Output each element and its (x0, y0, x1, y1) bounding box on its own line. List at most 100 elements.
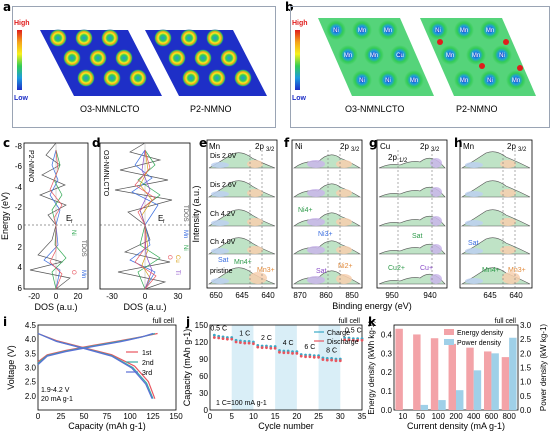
low-label-b: Low (292, 95, 306, 102)
xps-e-state-1: Dis 2.6V (210, 182, 237, 189)
dos-c-o (49, 149, 63, 290)
xps-f-peak-ni3: Ni3+ (318, 231, 333, 238)
chart-k-ytick-left: 0.1 (381, 387, 393, 396)
chart-k-ytick-right: 1.5 (520, 364, 532, 373)
dos-d-legend-tdos: TDOS (182, 205, 188, 222)
dos-c-legend-tdos: TDOS (80, 240, 86, 257)
chart-i-xtick: 150 (169, 412, 183, 421)
chart-j-point-1-3 (225, 337, 229, 341)
xps-h-peak-sat: Sat (468, 240, 479, 247)
xps-e-frame (206, 139, 278, 289)
dos-d-legend-ni: Ni (182, 245, 188, 251)
chart-j-tag: full cell (339, 318, 361, 325)
chart-k-xtick-2: 100 (432, 412, 446, 421)
xps-e-peak-mn3: Mn3+ (257, 267, 275, 274)
chart-i-ytick: 4.0 (25, 335, 37, 344)
chart-j-xlabel: Cycle number (258, 421, 314, 431)
dos-ytick-2: -4 (15, 183, 23, 192)
dos-c-xlabel: DOS (a.u.) (34, 302, 77, 312)
chart-j-rate-label-0: 0.5 C (210, 325, 227, 332)
chart-k-xtick-3: 200 (449, 412, 463, 421)
xps-e-state-0: Dis 2.0V (210, 153, 237, 160)
chart-j-point-1-15 (278, 350, 281, 354)
xps-e-element: Mn (209, 142, 220, 151)
xps-h-xtick-1: 640 (509, 291, 523, 300)
atom-label-b-13: Mn (472, 53, 480, 59)
chart-j-rate-label-5: 8 C (326, 347, 337, 354)
chart-i-xtick: 50 (80, 412, 89, 421)
panel-label-d: d (92, 136, 101, 150)
dos-d-xtick-0: -30 (106, 292, 118, 301)
xps-g-peak-cu1: Cu+ (420, 265, 433, 272)
chart-j-ytick: 30 (199, 389, 208, 398)
chart-k-bar-energy-3 (448, 343, 456, 410)
dos-c-ef-sub: f (71, 219, 73, 225)
panel-label-f: f (284, 136, 290, 150)
chart-i-frame (37, 324, 177, 411)
xps-e-state-4: pristine (210, 268, 233, 275)
map-p2-a (145, 29, 267, 96)
chart-k-xtick-5: 600 (485, 412, 499, 421)
xps-f-frame (291, 139, 363, 289)
xps-g-peak-sat: Sat (412, 233, 423, 240)
chart-k-ytick-right: 0.0 (520, 406, 532, 415)
chart-i-xtick: 25 (57, 412, 66, 421)
chart-k-ytick-right: 2.0 (520, 349, 532, 358)
chart-k-bar-power-4 (473, 370, 482, 410)
chart-k-ytick-right: 0.5 (520, 392, 532, 401)
chart-i-legend-label-2: 3rd (142, 370, 152, 377)
chart-j-point-1-29 (338, 359, 342, 363)
color-scale-bar-a (17, 30, 22, 90)
chart-j-point-1-34 (360, 338, 364, 342)
chart-k-bar-power-5 (491, 353, 499, 410)
chart-j-point-1-8 (247, 341, 251, 345)
chart-j-point-1-20 (299, 354, 303, 358)
dos-ylabel: Energy (eV) (0, 192, 10, 240)
chart-i-ytick: 3.5 (25, 349, 37, 358)
xps-g-xtick-1: 940 (423, 291, 437, 300)
chart-j-frame (209, 324, 363, 411)
chart-j-xtick: 10 (249, 412, 258, 421)
chart-j-point-1-18 (291, 351, 294, 355)
chart-k-legend-label-0: Energy density (457, 330, 504, 337)
high-label-a: High (14, 20, 30, 27)
panel-label-c: c (3, 136, 11, 150)
panel-label-e: e (199, 136, 208, 150)
chart-j-point-1-24 (317, 355, 320, 359)
chart-k-xlabel: Current density (mA g-1) (407, 421, 505, 431)
xps-e-orbital: 2p (255, 142, 264, 151)
chart-i-legend-label-0: 1st (142, 350, 151, 357)
chart-j-point-1-17 (286, 351, 290, 355)
chart-j-point-0-0 (212, 333, 216, 337)
dos-d-xlabel: DOS (a.u.) (123, 302, 166, 312)
chart-j-band-0 (231, 325, 254, 410)
atom-label-b-4: Mn (370, 53, 378, 59)
dos-ytick-1: -6 (15, 162, 23, 171)
panel-label-b: b (285, 0, 294, 14)
chart-i-annotation-current: 20 mA g-1 (41, 396, 73, 403)
xps-ylabel: Intensity (a.u.) (191, 185, 201, 242)
chart-k-xtick-1: 50 (416, 412, 425, 421)
dos-ytick-0: -8 (15, 142, 23, 151)
panel-label-i: i (3, 315, 8, 329)
chart-j-ytick: 0 (204, 406, 209, 415)
chart-k-ylabel-left: Energy density (kWh kg-1) (367, 320, 376, 415)
dos-d-xtick-1: 0 (143, 292, 148, 301)
chart-i-xtick: 75 (103, 412, 112, 421)
atom-label-b-1: Mn (358, 28, 366, 34)
chart-k-ytick-left: 0.0 (381, 406, 393, 415)
chart-j-point-1-7 (243, 341, 247, 345)
chart-k-legend-swatch-0 (444, 329, 454, 335)
chart-j-point-1-19 (295, 351, 299, 355)
chart-i-xtick: 100 (123, 412, 137, 421)
dos-d-title: O3-NMNLCTO (102, 150, 109, 197)
panel-label-g: g (369, 136, 378, 150)
chart-j-point-1-11 (260, 346, 264, 350)
dos-d-legend-o: O (166, 255, 172, 260)
xps-h-orbital-sub: 3/2 (518, 147, 527, 153)
structure-label-b-o3: O3-NMNLCTO (345, 104, 405, 114)
